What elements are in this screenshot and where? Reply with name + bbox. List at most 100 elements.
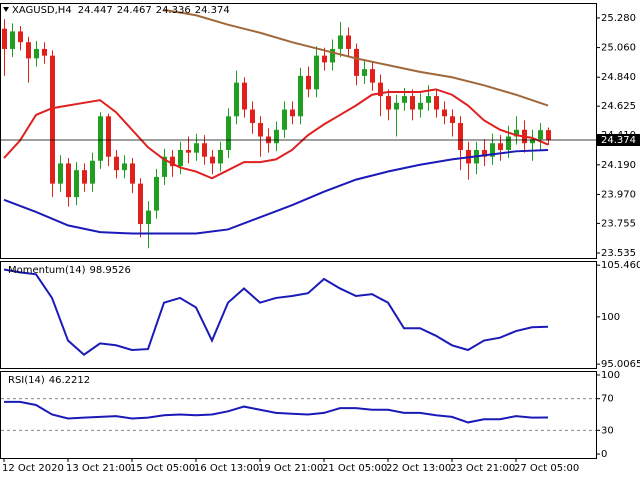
candle-body	[18, 31, 23, 43]
symbol-menu-arrow	[3, 7, 9, 12]
quote-high: 24.467	[117, 5, 152, 16]
candle-body	[362, 69, 367, 76]
panel-border	[0, 261, 597, 369]
panel-border	[0, 371, 597, 459]
candle-body	[66, 163, 71, 198]
candle-body	[58, 163, 63, 184]
candle-body	[370, 69, 375, 83]
x-tick-label: 19 Oct 21:00	[258, 463, 323, 474]
y-tick-label: 95.0065	[601, 359, 640, 370]
indicator-header: Momentum(14) 98.9526	[8, 265, 131, 276]
y-tick-label: 23.755	[601, 218, 636, 229]
y-tick-label: 23.970	[601, 189, 636, 200]
candle-body	[282, 109, 287, 130]
x-tick-label: 15 Oct 05:00	[130, 463, 195, 474]
candle-body	[306, 75, 311, 90]
candle-body	[138, 183, 143, 225]
candle-body	[290, 109, 295, 117]
candle-body	[194, 143, 199, 153]
candle-body	[354, 48, 359, 76]
candle-body	[178, 149, 183, 167]
candle-body	[98, 116, 103, 161]
candle-body	[434, 96, 439, 110]
y-tick-label: 100	[601, 312, 620, 323]
candle-body	[186, 149, 191, 153]
y-tick-label: 30	[601, 425, 614, 436]
candle-body	[506, 136, 511, 150]
candle-body	[146, 210, 151, 225]
x-tick-label: 16 Oct 13:00	[194, 463, 259, 474]
y-tick-label: 24.840	[601, 72, 636, 83]
candle-body	[458, 123, 463, 150]
panel-border	[0, 3, 597, 259]
candle-body	[426, 96, 431, 103]
x-tick-label: 13 Oct 21:00	[66, 463, 131, 474]
candle-body	[394, 102, 399, 110]
candle-body	[50, 55, 55, 184]
candle-body	[218, 149, 223, 164]
x-tick-label: 21 Oct 05:00	[322, 463, 387, 474]
candle-body	[234, 82, 239, 117]
y-tick-label: 25.280	[601, 13, 636, 24]
y-tick-label: 24.625	[601, 101, 636, 112]
indicator-value: 98.9526	[90, 265, 131, 276]
current-price-label: 24.374	[601, 135, 636, 146]
quote-close: 24.374	[195, 5, 230, 16]
indicator-title: Momentum(14)	[8, 265, 86, 276]
candle-body	[410, 96, 415, 110]
y-tick-label: 100	[601, 370, 620, 381]
indicator-value: 46.2212	[49, 375, 90, 386]
candle-body	[346, 35, 351, 49]
candle-body	[258, 123, 263, 137]
y-tick-label: 23.535	[601, 248, 636, 259]
candle-body	[274, 129, 279, 144]
moving-average	[3, 148, 549, 235]
candle-body	[26, 42, 31, 59]
x-tick-label: 22 Oct 13:00	[386, 463, 451, 474]
y-tick-label: 0	[601, 449, 607, 460]
y-tick-label: 25.060	[601, 43, 636, 54]
candle-body	[418, 102, 423, 110]
quote-open: 24.447	[78, 5, 113, 16]
quote-low: 24.336	[156, 5, 191, 16]
candle-body	[386, 96, 391, 110]
candle-body	[130, 163, 135, 184]
y-tick-label: 70	[601, 394, 614, 405]
candle-body	[490, 143, 495, 157]
candle-body	[210, 156, 215, 164]
indicator-line	[3, 268, 549, 357]
candle-body	[498, 143, 503, 150]
candle-body	[202, 143, 207, 157]
indicator-header: RSI(14) 46.2212	[8, 375, 90, 386]
candle-body	[34, 48, 39, 59]
candle-body	[90, 160, 95, 184]
candle-body	[338, 35, 343, 49]
current-price-box	[597, 133, 640, 146]
candle-body	[538, 130, 543, 140]
candle-body	[450, 116, 455, 124]
candle-body	[162, 156, 167, 177]
candle-body	[74, 170, 79, 198]
candle-body	[242, 82, 247, 110]
candle-body	[330, 48, 335, 63]
candle-body	[2, 28, 7, 49]
candle-body	[10, 31, 15, 49]
candle-body	[82, 170, 87, 184]
candle-body	[154, 176, 159, 211]
moving-average	[163, 8, 549, 107]
candle-body	[170, 156, 175, 167]
chart-title: XAGUSD,H4	[12, 5, 72, 16]
candle-body	[250, 109, 255, 124]
moving-average	[3, 88, 549, 180]
candle-body	[546, 130, 551, 140]
candle-body	[530, 139, 535, 144]
candle-body	[442, 109, 447, 117]
candle-body	[378, 82, 383, 97]
y-tick-label: 24.190	[601, 160, 636, 171]
candle-body	[482, 149, 487, 157]
candle-body	[226, 116, 231, 150]
